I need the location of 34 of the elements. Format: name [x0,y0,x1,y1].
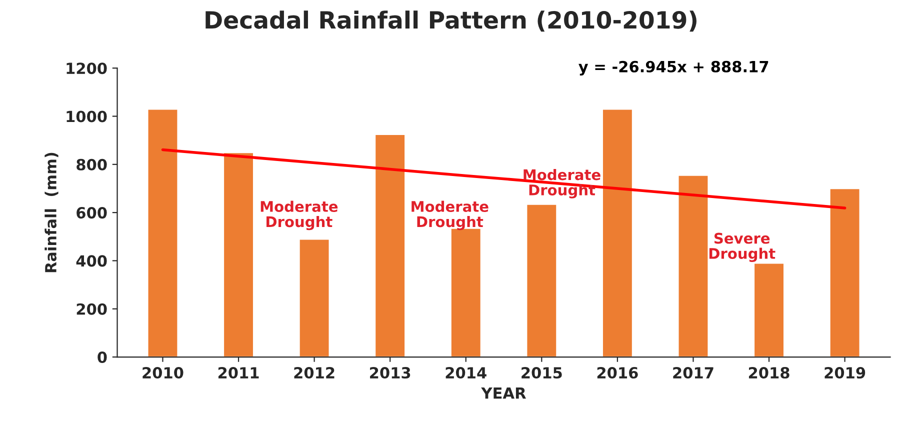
bar [526,203,558,358]
x-tick-label: 2017 [673,367,714,379]
bar [677,174,710,358]
y-axis-title: Rainfall (mm) [44,152,58,272]
x-tick-label: 2014 [446,367,486,379]
x-tick-label: 2016 [597,367,638,379]
y-tick-label: 400 [76,255,107,267]
y-tick-label: 600 [76,207,107,219]
x-axis-title: YEAR [481,388,526,399]
x-tick-label: 2011 [218,367,259,379]
bar [298,238,330,358]
bar [753,262,785,358]
x-tick-label: 2012 [294,367,334,379]
bar [146,108,179,358]
annotation: Moderate Drought [524,168,600,198]
bar [602,108,634,358]
x-tick-label: 2018 [748,367,790,379]
annotation: Moderate Drought [260,200,338,230]
annotation: y = -26.945x + 888.17 [578,60,768,76]
y-tick-label: 1000 [66,110,107,122]
x-tick-label: 2015 [522,367,562,379]
y-tick-label: 1200 [66,62,107,74]
chart-title: Decadal Rainfall Pattern (2010-2019) [206,10,696,32]
y-tick-label: 800 [76,158,107,170]
y-tick-label: 200 [76,303,107,315]
annotation: Severe Drought [709,232,776,262]
bar [222,152,254,358]
bar [828,188,861,358]
y-tick-label: 0 [98,351,107,364]
x-tick-label: 2019 [824,367,866,379]
bar [374,134,406,358]
annotation: Moderate Drought [412,200,488,230]
x-tick-label: 2013 [370,367,410,379]
x-tick-label: 2010 [142,367,184,379]
